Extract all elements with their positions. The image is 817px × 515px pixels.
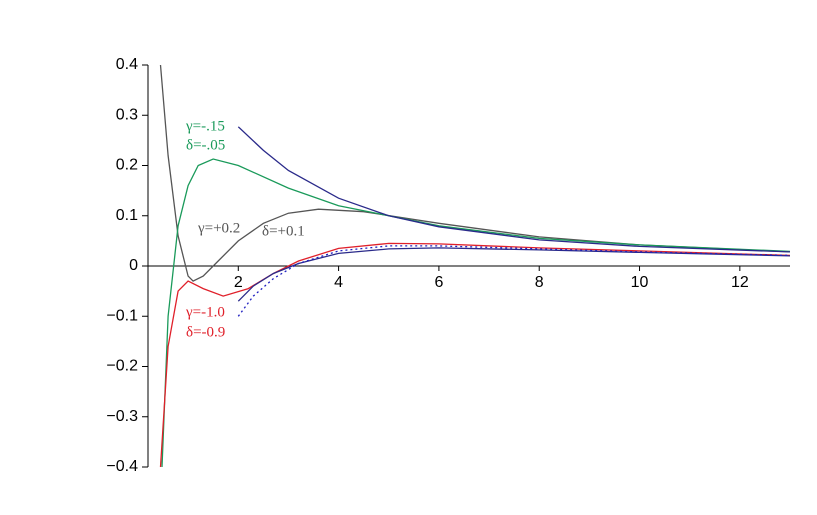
annotation: γ=-1.0: [185, 304, 225, 320]
x-tick-label: 2: [234, 274, 243, 291]
x-tick-label: 12: [731, 274, 749, 291]
curve: [159, 64, 791, 282]
curve: [161, 158, 791, 468]
curve: [237, 247, 791, 302]
y-tick-label: −0.3: [106, 408, 138, 425]
curve: [159, 242, 791, 468]
y-tick-label: −0.4: [106, 458, 138, 475]
annotation: δ=-.05: [186, 137, 225, 153]
y-tick-label: 0.4: [116, 56, 138, 73]
x-tick-label: 8: [535, 274, 544, 291]
annotation: γ=-.15: [185, 118, 225, 134]
x-tick-label: 6: [434, 274, 443, 291]
curve: [237, 126, 791, 253]
y-tick-label: −0.1: [106, 307, 138, 324]
annotation: γ=+0.2: [197, 220, 240, 236]
y-tick-label: 0.1: [116, 207, 138, 224]
annotation: δ=+0.1: [262, 223, 305, 239]
y-tick-label: 0: [129, 257, 138, 274]
curve: [237, 245, 791, 317]
x-tick-label: 10: [631, 274, 649, 291]
annotation: δ=-0.9: [186, 324, 225, 340]
x-tick-label: 4: [334, 274, 343, 291]
y-tick-label: −0.2: [106, 358, 138, 375]
y-tick-label: 0.3: [116, 106, 138, 123]
y-tick-label: 0.2: [116, 157, 138, 174]
